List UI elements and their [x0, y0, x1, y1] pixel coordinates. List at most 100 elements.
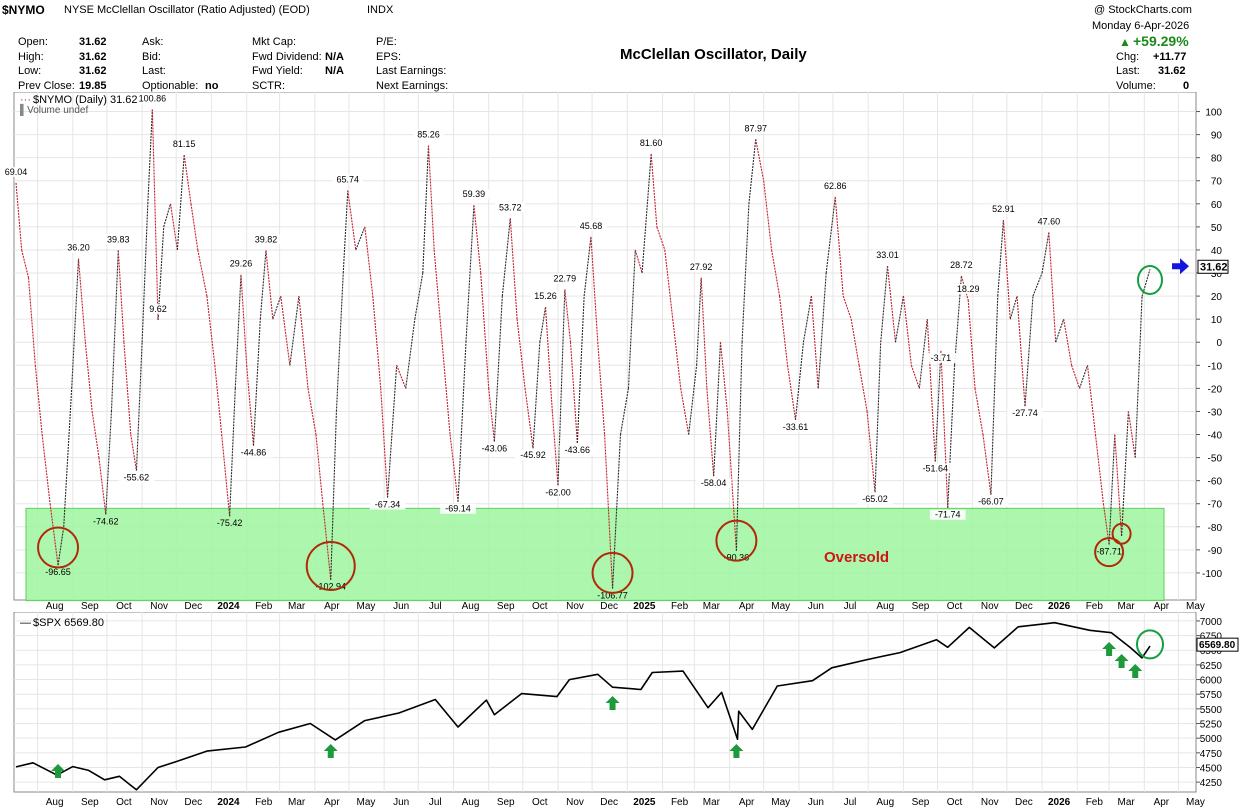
- series-segment: [910, 365, 920, 389]
- series-segment: [748, 139, 757, 204]
- series-segment: [763, 180, 773, 251]
- data-label: 22.79: [554, 274, 577, 284]
- data-label-bg: [635, 137, 667, 148]
- series-segment: [688, 365, 698, 435]
- series-segment: [465, 205, 475, 343]
- series-segment: [557, 289, 566, 486]
- data-label: -45.92: [520, 450, 546, 460]
- data-label: -55.62: [124, 473, 150, 483]
- x-tick-label: Aug: [46, 601, 64, 612]
- data-label: 59.39: [463, 189, 486, 199]
- signal-circle: [1136, 629, 1164, 660]
- data-label: 69.04: [5, 167, 28, 177]
- data-label: -3.71: [931, 353, 952, 363]
- x-tick-label: Jun: [393, 797, 409, 808]
- x-tick-label: Mar: [288, 797, 306, 808]
- buy-arrow-icon: [51, 764, 66, 778]
- series-segment: [77, 258, 86, 343]
- series-segment: [34, 365, 43, 435]
- series-segment: [141, 203, 149, 343]
- series-segment: [1016, 296, 1026, 407]
- data-label: -71.74: [935, 510, 961, 520]
- series-segment: [619, 388, 629, 435]
- x-tick-label: Feb: [671, 601, 689, 612]
- series-segment: [735, 342, 743, 551]
- x-tick-label: 2025: [633, 797, 656, 808]
- series-segment: [810, 296, 819, 389]
- series-segment: [650, 153, 658, 227]
- series-segment: [315, 434, 324, 504]
- data-label-bg: [575, 220, 607, 231]
- data-label-bg: [1033, 216, 1065, 227]
- x-tick-label: May: [357, 797, 376, 808]
- data-label-bg: [540, 487, 576, 498]
- x-tick-label: 2026: [1048, 797, 1071, 808]
- data-label-bg: [695, 478, 732, 489]
- data-label: -74.62: [93, 516, 119, 526]
- data-label-bg: [952, 284, 984, 295]
- data-label-bg: [973, 496, 1009, 507]
- volume-value: 0: [1183, 80, 1190, 92]
- oscillator-chart: Oversold 69.04 -96.65 36.20 -74.62 39.83 -55.…: [0, 92, 1229, 612]
- y-tick-label: 6250: [1200, 661, 1223, 672]
- data-label: 62.86: [824, 181, 847, 191]
- data-label: -58.04: [701, 478, 727, 488]
- series-segment: [509, 218, 518, 320]
- symbol: $NYMO: [2, 3, 45, 17]
- data-label-bg: [168, 139, 200, 150]
- volume-icon: ▌: [20, 103, 27, 117]
- series-segment: [672, 319, 682, 389]
- series-segment: [842, 295, 852, 320]
- y-tick-label: -90: [1208, 546, 1223, 557]
- series-segment: [926, 319, 936, 462]
- buy-arrow-icon: [605, 696, 620, 710]
- x-tick-label: Aug: [876, 601, 894, 612]
- data-label: -66.07: [978, 497, 1004, 507]
- series-segment: [551, 411, 559, 486]
- legend-swatch: ···: [20, 94, 31, 106]
- data-label: 52.91: [992, 204, 1015, 214]
- x-tick-label: Nov: [981, 601, 999, 612]
- y-tick-label: 100: [1205, 108, 1222, 119]
- high-label: High:: [18, 51, 44, 63]
- y-tick-label: 5750: [1200, 690, 1223, 701]
- data-label: -67.34: [375, 500, 401, 510]
- series-segment: [974, 388, 984, 435]
- series-segment: [21, 249, 30, 278]
- series-segment: [1108, 434, 1116, 545]
- series-segment: [105, 411, 112, 515]
- series-segment: [259, 250, 267, 320]
- x-tick-label: Apr: [324, 601, 340, 612]
- series-segment: [364, 226, 374, 297]
- current-value-label: 31.62: [1200, 261, 1228, 273]
- y-tick-label: 0: [1216, 338, 1222, 349]
- x-tick-label: Mar: [703, 797, 721, 808]
- buy-arrow-icon: [323, 744, 338, 758]
- series-segment: [706, 388, 715, 477]
- x-tick-label: Feb: [255, 797, 273, 808]
- oscillator-annotations: [37, 264, 1163, 594]
- series-segment: [214, 365, 223, 435]
- series-segment: [940, 350, 949, 508]
- x-tick-label: Oct: [532, 797, 548, 808]
- data-label-bg: [250, 234, 282, 245]
- series-segment: [190, 203, 199, 251]
- series-segment: [330, 411, 337, 580]
- plot-frame: [13, 612, 1197, 793]
- data-label-bg: [515, 450, 551, 461]
- data-label: 100.86: [139, 94, 167, 104]
- data-label: 39.83: [107, 234, 130, 244]
- series-segment: [41, 434, 51, 504]
- data-label: -106.77: [597, 591, 628, 601]
- pe-label: P/E:: [376, 36, 397, 48]
- data-label-bg: [946, 259, 977, 270]
- series-segment: [501, 218, 511, 297]
- ask-label: Ask:: [142, 36, 164, 48]
- x-tick-label: Sep: [81, 797, 99, 808]
- data-label-bg: [476, 443, 513, 454]
- spx-legend: — $SPX 6569.80: [20, 617, 104, 629]
- data-label-bg: [685, 261, 717, 272]
- data-label-bg: [225, 258, 257, 269]
- x-tick-label: May: [357, 601, 376, 612]
- series-segment: [117, 250, 125, 343]
